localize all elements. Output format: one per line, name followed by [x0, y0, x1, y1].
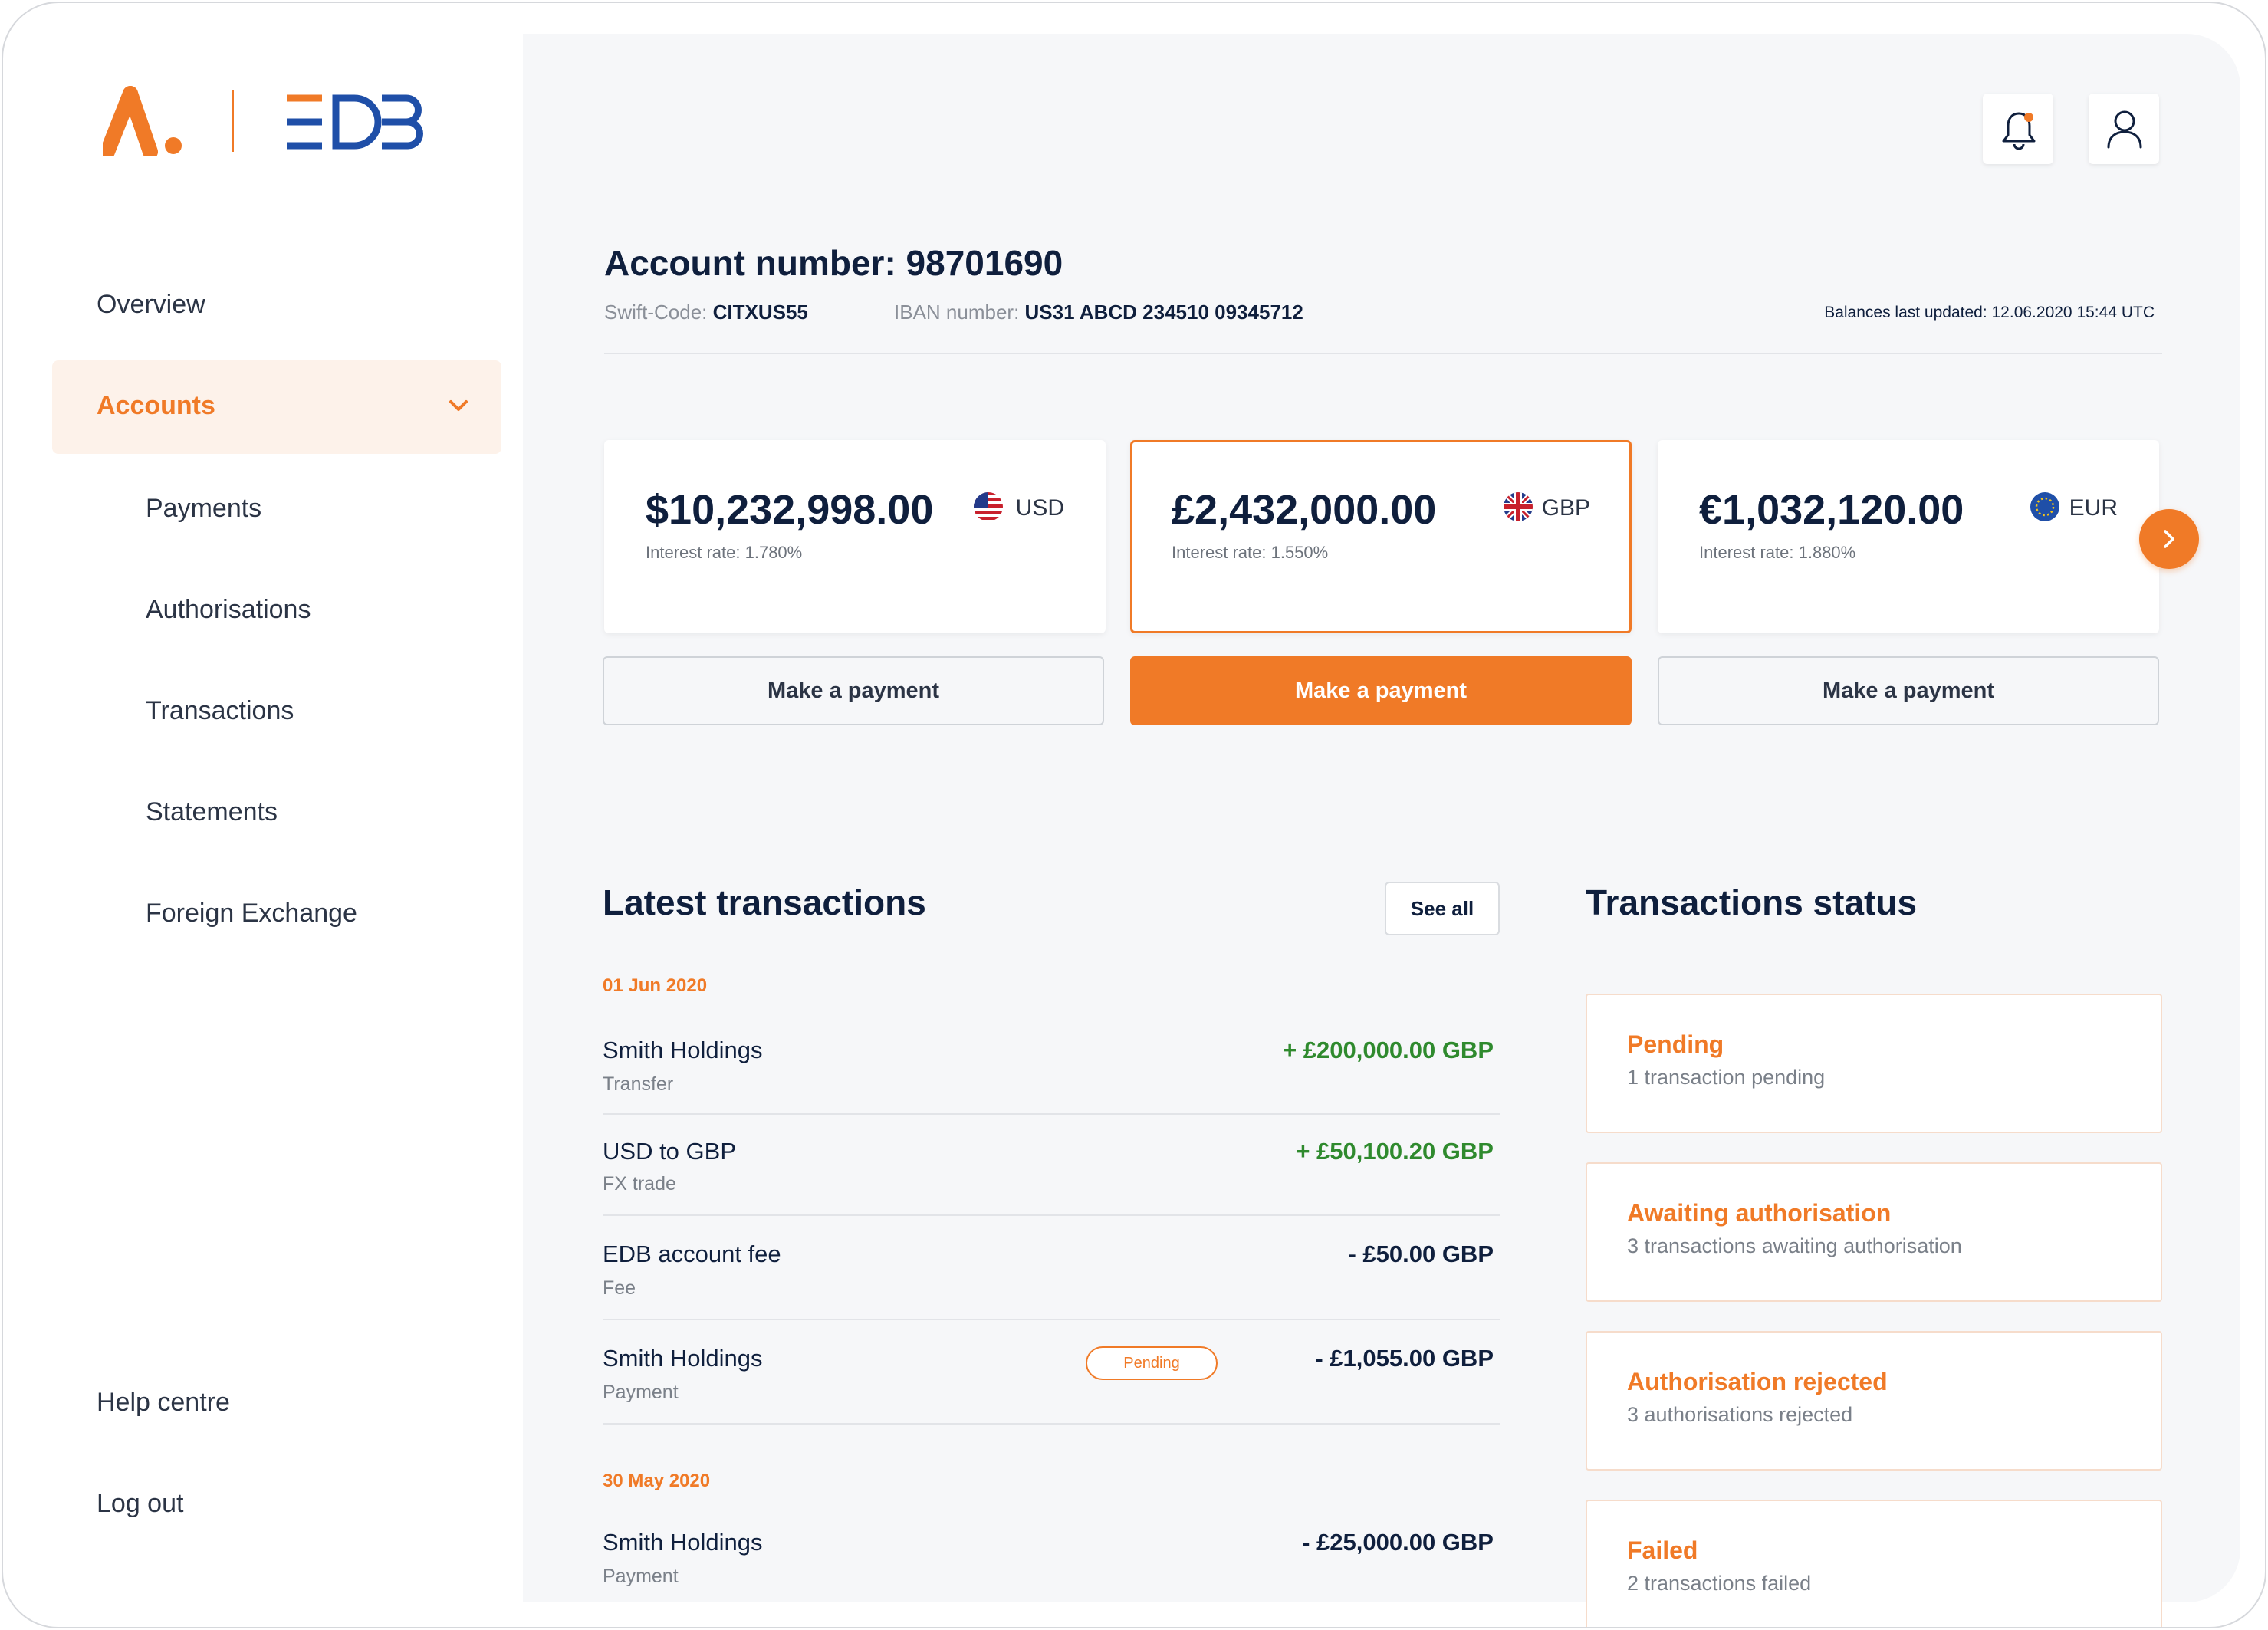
iban-value: US31 ABCD 234510 09345712: [1024, 301, 1303, 324]
status-card-pending[interactable]: Pending 1 transaction pending: [1586, 994, 2162, 1133]
status-card-failed[interactable]: Failed 2 transactions failed: [1586, 1500, 2162, 1627]
swift-label: Swift-Code:: [604, 301, 708, 324]
sidebar-item-accounts[interactable]: [52, 360, 501, 454]
transaction-type: Fee: [603, 1277, 636, 1299]
balance-card-eur[interactable]: €1,032,120.00 Interest rate: 1.880% EUR: [1658, 440, 2159, 633]
us-flag-icon: [974, 492, 1003, 521]
chevron-down-icon[interactable]: [448, 399, 469, 414]
sidebar-item-payments[interactable]: Payments: [146, 494, 262, 523]
balance-card-usd[interactable]: $10,232,998.00 Interest rate: 1.780% USD: [604, 440, 1106, 633]
interest-rate: Interest rate: 1.550%: [1172, 543, 1329, 562]
balance-amount: €1,032,120.00: [1699, 487, 1964, 533]
status-description: 3 transactions awaiting authorisation: [1627, 1234, 1962, 1257]
balance-amount: £2,432,000.00: [1172, 487, 1437, 533]
header-divider: [604, 353, 2162, 354]
status-card-authorisation-rejected[interactable]: Authorisation rejected 3 authorisations …: [1586, 1331, 2162, 1471]
chevron-right-icon: [2164, 530, 2174, 548]
status-title: Pending: [1627, 1030, 1724, 1058]
swift-code: Swift-Code: CITXUS55: [604, 301, 808, 324]
transaction-amount: - £50.00 GBP: [1348, 1241, 1494, 1267]
status-description: 1 transaction pending: [1627, 1066, 1826, 1089]
sidebar-item-accounts-label[interactable]: Accounts: [97, 391, 215, 420]
latest-transactions-title: Latest transactions: [603, 882, 926, 922]
sidebar-item-overview[interactable]: Overview: [97, 290, 205, 319]
transaction-type: Payment: [603, 1566, 679, 1587]
transaction-name[interactable]: EDB account fee: [603, 1241, 781, 1267]
sidebar-item-transactions[interactable]: Transactions: [146, 696, 294, 725]
transaction-type: FX trade: [603, 1173, 676, 1195]
row-divider: [603, 1423, 1500, 1425]
balance-card-gbp[interactable]: £2,432,000.00 Interest rate: 1.550% GBP: [1130, 440, 1632, 633]
status-description: 2 transactions failed: [1627, 1572, 1812, 1595]
see-all-button[interactable]: See all: [1385, 882, 1500, 935]
make-payment-usd-button[interactable]: Make a payment: [603, 656, 1104, 725]
status-title: Authorisation rejected: [1627, 1368, 1888, 1395]
currency-code: GBP: [1541, 495, 1590, 521]
transactions-status-title: Transactions status: [1586, 882, 1918, 922]
profile-button[interactable]: [2089, 94, 2159, 164]
date-group-label: 30 May 2020: [603, 1471, 711, 1491]
sidebar-item-statements[interactable]: Statements: [146, 797, 278, 827]
swift-value: CITXUS55: [712, 301, 808, 324]
interest-rate: Interest rate: 1.780%: [646, 543, 803, 562]
logo-divider: [232, 90, 234, 152]
uk-flag-icon: [1504, 492, 1533, 521]
row-divider: [603, 1214, 1500, 1216]
transaction-amount: - £1,055.00 GBP: [1315, 1345, 1494, 1372]
make-payment-gbp-button[interactable]: Make a payment: [1130, 656, 1632, 725]
next-account-button[interactable]: [2139, 509, 2199, 569]
currency-code: USD: [1015, 495, 1064, 521]
transaction-amount: - £25,000.00 GBP: [1302, 1529, 1494, 1556]
transaction-name[interactable]: Smith Holdings: [603, 1345, 763, 1372]
sidebar-item-log-out[interactable]: Log out: [97, 1489, 184, 1518]
edb-logo: [287, 94, 423, 150]
transaction-name[interactable]: USD to GBP: [603, 1138, 736, 1165]
iban-number: IBAN number: US31 ABCD 234510 09345712: [894, 301, 1303, 324]
balances-last-updated: Balances last updated: 12.06.2020 15:44 …: [1824, 304, 2155, 321]
currency-code: EUR: [2069, 495, 2118, 521]
iban-label: IBAN number:: [894, 301, 1020, 324]
transaction-name[interactable]: Smith Holdings: [603, 1037, 763, 1063]
pending-status-badge: Pending: [1086, 1346, 1218, 1380]
transaction-name[interactable]: Smith Holdings: [603, 1529, 763, 1556]
status-description: 3 authorisations rejected: [1627, 1403, 1853, 1426]
status-card-awaiting-authorisation[interactable]: Awaiting authorisation 3 transactions aw…: [1586, 1162, 2162, 1302]
brand-logo-icon: [103, 86, 182, 156]
transaction-amount: + £200,000.00 GBP: [1283, 1037, 1494, 1063]
row-divider: [603, 1113, 1500, 1115]
sidebar-item-help-centre[interactable]: Help centre: [97, 1388, 230, 1417]
sidebar-item-authorisations[interactable]: Authorisations: [146, 595, 311, 624]
transaction-amount: + £50,100.20 GBP: [1296, 1138, 1494, 1165]
account-number-title: Account number: 98701690: [604, 243, 1063, 283]
interest-rate: Interest rate: 1.880%: [1699, 543, 1856, 562]
status-title: Awaiting authorisation: [1627, 1199, 1892, 1227]
transaction-type: Payment: [603, 1382, 679, 1403]
eu-flag-icon: [2030, 492, 2059, 521]
user-icon: [2107, 110, 2142, 149]
status-title: Failed: [1627, 1536, 1698, 1564]
notifications-button[interactable]: [1983, 94, 2053, 164]
row-divider: [603, 1319, 1500, 1320]
sidebar-item-foreign-exchange[interactable]: Foreign Exchange: [146, 899, 357, 928]
bell-icon: [2002, 112, 2036, 150]
transaction-type: Transfer: [603, 1073, 674, 1095]
balance-amount: $10,232,998.00: [646, 487, 934, 533]
make-payment-eur-button[interactable]: Make a payment: [1658, 656, 2159, 725]
date-group-label: 01 Jun 2020: [603, 975, 708, 996]
